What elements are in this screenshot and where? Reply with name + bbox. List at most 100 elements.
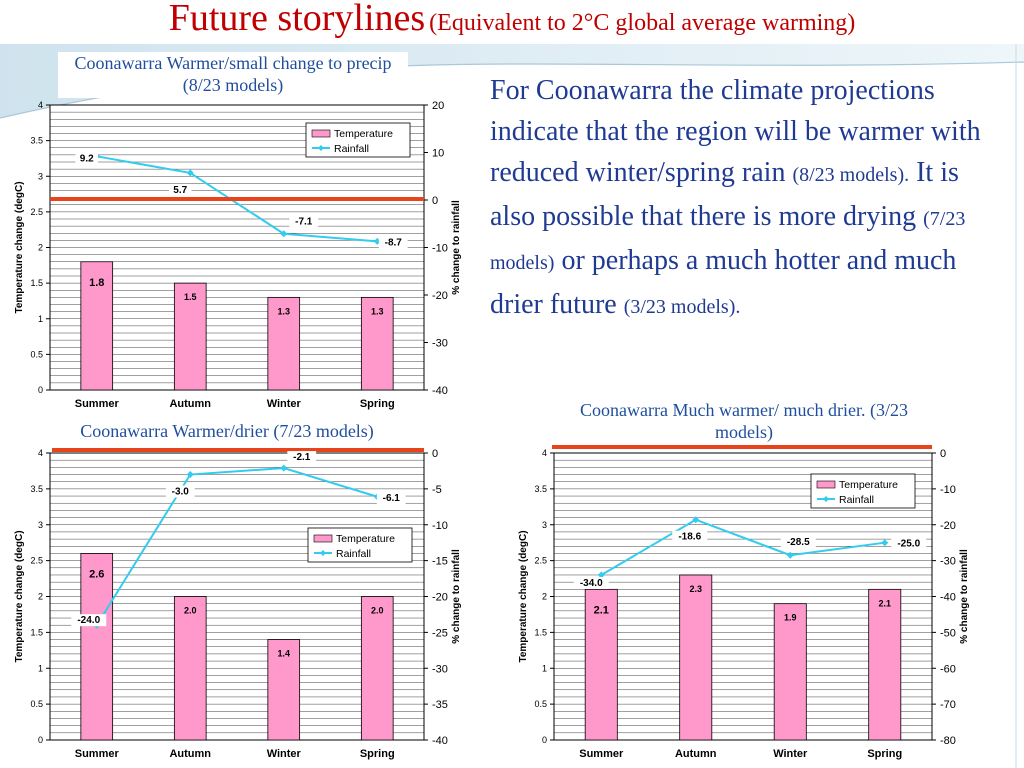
y2-tick-label: -10 <box>432 520 448 532</box>
y2-tick-label: 0 <box>432 448 438 460</box>
y-tick-label: 3.5 <box>534 484 547 494</box>
rainfall-label: -2.1 <box>293 452 311 463</box>
temperature-bar <box>173 596 207 741</box>
y-tick-label: 2 <box>542 592 547 602</box>
rainfall-marker <box>692 516 700 524</box>
rainfall-label: 9.2 <box>80 153 94 164</box>
y-tick-label: 2.5 <box>30 556 43 566</box>
summary-text-count-2: (7/23 models) <box>490 208 966 274</box>
y2-tick-label: -70 <box>940 699 956 711</box>
y-tick-label: 0.5 <box>30 699 43 709</box>
temperature-bar-label: 2.3 <box>689 584 702 594</box>
slide-title: Future storylines (Equivalent to 2°C glo… <box>0 0 1024 40</box>
rainfall-label-background <box>573 576 609 589</box>
legend-temperature-label: Temperature <box>334 128 393 140</box>
temperature-bar-label: 1.3 <box>277 306 290 316</box>
y-tick-label: 3 <box>38 171 43 181</box>
summary-text-part-3: or perhaps a much hotter and much drier … <box>490 245 957 320</box>
rainfall-marker <box>280 464 288 472</box>
temperature-bar <box>80 261 114 391</box>
y-tick-label: 2.5 <box>30 207 43 217</box>
rainfall-marker <box>280 230 288 238</box>
legend-rainfall-label: Rainfall <box>334 143 369 155</box>
x-tick-label: Summer <box>75 748 120 760</box>
chart-much-warmer-much-drier: 0 0.5 1 1.5 2 2.5 3 3.5 4 -80 -70 -60 -50 -40 -30 -20 -1… <box>518 448 970 760</box>
legend-rainfall-marker <box>320 550 326 556</box>
rainfall-marker <box>186 169 194 177</box>
y2-tick-label: -30 <box>940 556 956 568</box>
y2-tick-label: -10 <box>940 484 956 496</box>
legend-rainfall-marker <box>318 145 324 151</box>
x-tick-label: Winter <box>267 748 302 760</box>
legend-temperature-label: Temperature <box>839 479 898 491</box>
y-axis-title: Temperature change (degC) <box>14 530 25 662</box>
temperature-bar-label: 2.0 <box>184 606 197 616</box>
y-tick-label: 1 <box>542 663 547 673</box>
y2-tick-label: -40 <box>940 592 956 604</box>
y2-tick-label: -20 <box>432 592 448 604</box>
x-tick-label: Autumn <box>675 748 717 760</box>
y-tick-label: 0 <box>542 735 547 745</box>
rainfall-label: -18.6 <box>678 532 701 543</box>
y2-tick-label: -40 <box>432 735 448 747</box>
x-tick-label: Winter <box>773 748 808 760</box>
legend-box <box>307 527 413 563</box>
rainfall-label: -6.1 <box>383 493 401 504</box>
x-tick-label: Summer <box>579 748 624 760</box>
rainfall-label-background <box>71 614 107 627</box>
y2-tick-label: -10 <box>432 243 448 255</box>
legend-temperature-swatch <box>311 129 331 138</box>
y-tick-label: 2.5 <box>534 556 547 566</box>
y-tick-label: 1 <box>38 663 43 673</box>
y-tick-label: 4 <box>542 448 547 458</box>
legend-rainfall-label: Rainfall <box>336 548 371 560</box>
temperature-bar <box>360 596 394 741</box>
y2-tick-label: 20 <box>432 100 444 112</box>
temperature-bar <box>267 296 301 391</box>
temperature-bar <box>360 296 394 391</box>
temperature-bar-label: 2.0 <box>371 606 384 616</box>
rainfall-label-background <box>378 236 408 249</box>
y-tick-label: 0.5 <box>534 699 547 709</box>
y-tick-label: 4 <box>38 448 43 458</box>
temperature-bar-label: 2.6 <box>89 568 104 580</box>
chart-2-title: Coonawarra Warmer/drier (7/23 models) <box>40 420 414 442</box>
y2-tick-label: 10 <box>432 148 444 160</box>
temperature-bar-label: 1.3 <box>371 306 384 316</box>
legend-rainfall-label: Rainfall <box>839 494 874 506</box>
temperature-bar-label: 1.4 <box>277 649 290 659</box>
summary-text-count-1: (8/23 models). <box>792 164 910 186</box>
y-tick-label: 4 <box>38 100 43 110</box>
legend-box <box>305 122 411 158</box>
y-tick-label: 0 <box>38 385 43 395</box>
legend-temperature-swatch <box>816 480 836 489</box>
temperature-bar-label: 2.1 <box>878 598 891 608</box>
x-tick-label: Autumn <box>169 398 211 410</box>
x-tick-label: Autumn <box>169 748 211 760</box>
y2-tick-label: -30 <box>432 663 448 675</box>
summary-text-count-3: (3/23 models). <box>623 296 741 318</box>
temperature-bar <box>773 603 807 741</box>
rainfall-label: -34.0 <box>580 578 603 589</box>
x-tick-label: Summer <box>75 398 120 410</box>
y-tick-label: 1 <box>38 314 43 324</box>
y-tick-label: 1.5 <box>534 627 547 637</box>
temperature-bar <box>868 588 902 741</box>
rainfall-label: -8.7 <box>385 237 403 248</box>
y2-tick-label: -60 <box>940 663 956 675</box>
summary-text: For Coonawarra the climate projections i… <box>490 70 1010 328</box>
chart-3-title: Coonawarra Much warmer/ much drier. (3/2… <box>566 399 922 445</box>
y2-axis-title: % change to rainfall <box>451 200 462 295</box>
y2-tick-label: -20 <box>940 520 956 532</box>
y-tick-label: 0 <box>38 735 43 745</box>
y-tick-label: 3.5 <box>30 136 43 146</box>
legend-temperature-label: Temperature <box>336 533 395 545</box>
y2-tick-label: -5 <box>432 484 442 496</box>
summary-text-part-1: For Coonawarra the climate projections i… <box>490 75 981 188</box>
temperature-bar-label: 1.5 <box>184 292 197 302</box>
y2-tick-label: 0 <box>432 195 438 207</box>
slide-title-main: Future storylines <box>168 0 426 39</box>
rainfall-marker <box>597 571 605 579</box>
rainfall-marker <box>786 551 794 559</box>
rainfall-label-background <box>780 536 816 549</box>
